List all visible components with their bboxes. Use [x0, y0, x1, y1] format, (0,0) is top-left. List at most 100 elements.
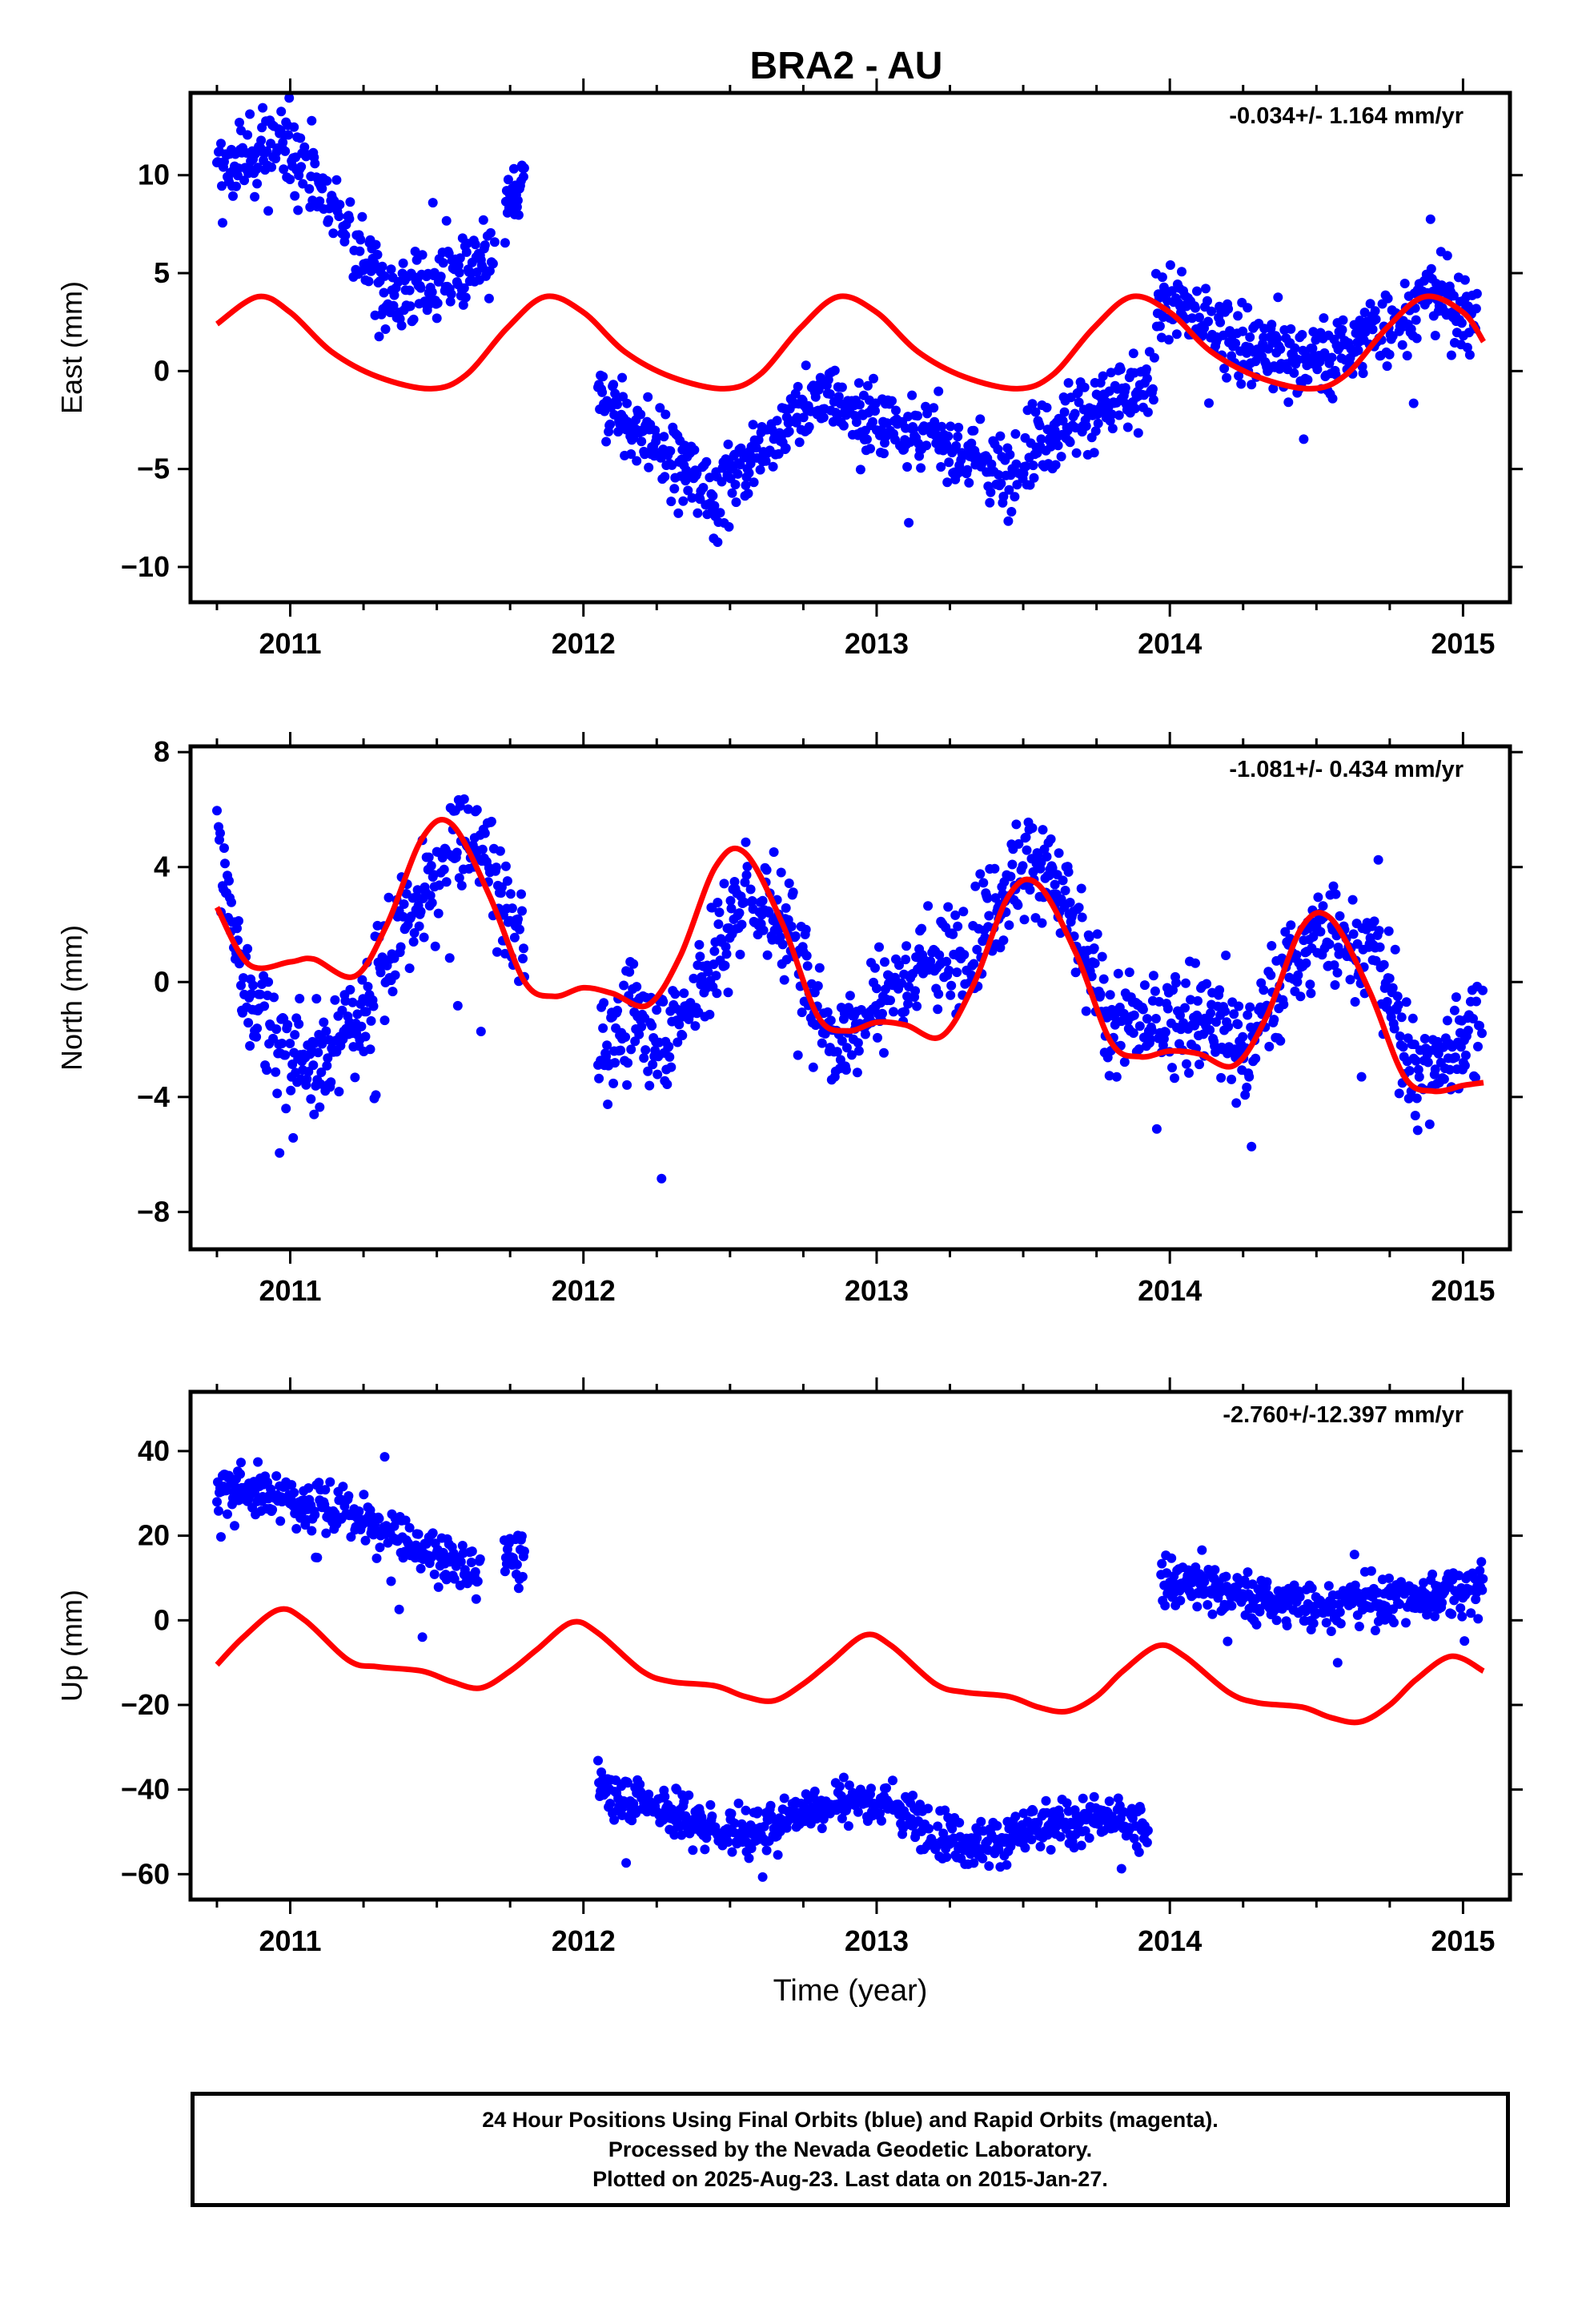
data-point	[721, 949, 732, 959]
data-point	[400, 1515, 411, 1526]
data-point	[1313, 892, 1323, 903]
data-point	[667, 460, 677, 470]
data-point	[236, 1458, 246, 1468]
data-point	[764, 907, 774, 918]
data-point	[314, 1478, 324, 1488]
data-point	[950, 910, 961, 920]
data-point	[1181, 978, 1191, 988]
data-point	[1430, 1064, 1440, 1075]
data-point	[900, 1007, 910, 1017]
data-point	[1025, 480, 1035, 490]
data-point	[477, 844, 488, 854]
data-point	[916, 463, 926, 473]
data-point	[317, 183, 327, 194]
data-point	[1204, 398, 1214, 408]
data-point	[1303, 375, 1313, 385]
data-point	[1244, 1072, 1255, 1082]
data-point	[1439, 1074, 1449, 1084]
data-point	[1478, 985, 1488, 995]
data-point	[887, 396, 897, 406]
data-point	[1297, 330, 1307, 340]
data-point	[1271, 1615, 1282, 1626]
data-point	[1419, 1578, 1429, 1588]
data-point	[1227, 1074, 1237, 1084]
data-point	[1387, 983, 1398, 993]
data-point	[875, 1808, 885, 1819]
data-point	[617, 1810, 628, 1820]
data-point	[891, 405, 901, 416]
data-point	[1269, 1015, 1279, 1025]
data-point	[694, 939, 705, 950]
data-point	[1134, 1021, 1145, 1031]
data-point	[409, 928, 420, 938]
data-point	[801, 360, 811, 371]
data-point	[1128, 348, 1138, 359]
data-point	[1046, 834, 1056, 844]
data-point	[781, 443, 791, 453]
data-point	[1282, 1620, 1292, 1630]
data-point	[1203, 296, 1212, 306]
data-point	[1021, 832, 1031, 842]
data-point	[430, 941, 440, 951]
data-point	[934, 386, 944, 396]
data-point	[1133, 428, 1143, 438]
data-point	[1157, 272, 1167, 283]
data-point	[665, 446, 676, 456]
data-point	[496, 882, 507, 892]
data-point	[903, 999, 913, 1009]
data-point	[1401, 997, 1411, 1007]
data-point	[661, 409, 671, 420]
data-point	[1423, 1057, 1433, 1068]
data-point	[1393, 1000, 1403, 1011]
data-point	[1268, 384, 1279, 394]
data-point	[1142, 1825, 1153, 1835]
data-point	[334, 1087, 344, 1097]
data-point	[1220, 1006, 1231, 1016]
data-point	[343, 1491, 354, 1501]
data-point	[741, 480, 751, 490]
data-point	[399, 899, 409, 909]
data-point	[1454, 1570, 1464, 1581]
data-point	[809, 1786, 820, 1796]
data-point	[1070, 967, 1081, 978]
data-point	[354, 1506, 364, 1517]
data-point	[1207, 306, 1217, 316]
data-point	[708, 491, 718, 501]
data-point	[1466, 1608, 1476, 1618]
data-point	[1231, 1098, 1242, 1108]
data-point	[971, 450, 982, 460]
data-point	[1065, 437, 1075, 448]
data-point	[1306, 988, 1316, 999]
y-tick-label: 5	[154, 256, 170, 289]
data-point	[1030, 913, 1041, 923]
data-point	[952, 967, 962, 978]
data-point	[1102, 1012, 1112, 1023]
data-point	[271, 1471, 282, 1482]
data-point	[1236, 379, 1247, 389]
data-point	[495, 846, 505, 856]
data-point	[248, 980, 259, 991]
data-point	[1195, 312, 1204, 323]
data-point	[404, 285, 415, 296]
data-point	[502, 876, 512, 887]
data-point	[223, 1509, 232, 1519]
data-point	[1207, 1609, 1218, 1619]
data-point	[1338, 315, 1348, 325]
data-point	[703, 967, 713, 977]
data-point	[390, 970, 400, 980]
data-point	[623, 1778, 633, 1788]
data-point	[330, 995, 340, 1005]
y-tick-label: −8	[137, 1195, 170, 1228]
data-point	[259, 1001, 270, 1011]
data-point	[304, 183, 315, 194]
data-point	[1390, 944, 1400, 955]
data-point	[1307, 1583, 1317, 1594]
data-point	[1408, 398, 1419, 408]
data-point	[729, 877, 740, 887]
data-point	[942, 477, 953, 488]
data-point	[870, 406, 880, 416]
data-point	[1457, 1611, 1468, 1622]
data-point	[1419, 1034, 1430, 1043]
data-point	[793, 1050, 803, 1060]
data-point	[396, 320, 407, 331]
